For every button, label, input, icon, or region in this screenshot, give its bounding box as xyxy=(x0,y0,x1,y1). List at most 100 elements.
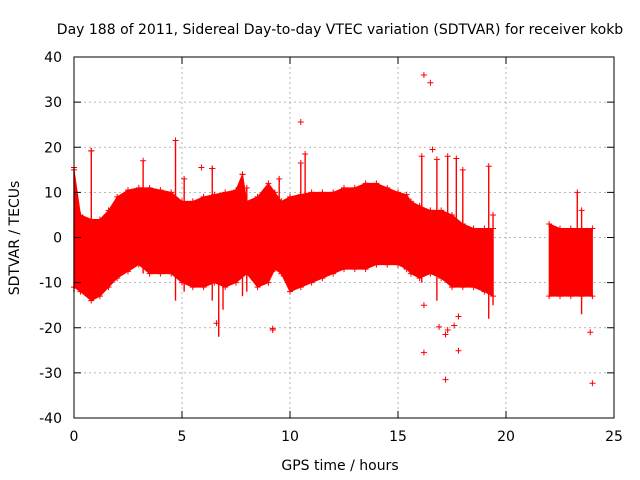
data-point xyxy=(269,327,276,334)
data-point xyxy=(395,189,401,196)
data-point xyxy=(438,275,445,282)
data-point xyxy=(287,288,293,295)
data-point xyxy=(436,323,443,330)
data-point xyxy=(287,193,293,200)
data-point xyxy=(297,160,304,167)
data-point xyxy=(451,322,458,329)
data-point xyxy=(308,279,315,286)
data-point xyxy=(384,261,391,268)
data-point xyxy=(222,189,229,196)
data-point xyxy=(125,268,131,275)
data-point xyxy=(401,193,408,200)
data-point xyxy=(254,193,261,200)
data-point xyxy=(146,184,153,191)
data-point xyxy=(308,189,315,196)
data-point xyxy=(198,164,205,171)
data-point xyxy=(330,189,337,196)
data-point xyxy=(114,275,121,282)
data-point xyxy=(395,261,401,268)
data-point xyxy=(485,163,492,170)
data-point xyxy=(189,284,196,291)
data-point xyxy=(438,207,445,214)
data-point xyxy=(420,302,427,309)
data-point xyxy=(589,225,596,232)
data-point xyxy=(135,184,142,191)
data-point xyxy=(265,180,272,187)
x-tick-label: 25 xyxy=(605,429,623,445)
data-point xyxy=(77,211,84,218)
data-point xyxy=(429,146,436,153)
data-point xyxy=(384,184,391,191)
chart-title: Day 188 of 2011, Sidereal Day-to-day VTE… xyxy=(57,22,623,38)
x-tick-label: 20 xyxy=(497,429,515,445)
y-tick-label: 40 xyxy=(44,50,62,66)
data-point xyxy=(330,270,337,277)
data-point xyxy=(271,189,278,196)
data-point xyxy=(114,193,121,200)
data-point xyxy=(189,198,196,205)
y-tick-label: -30 xyxy=(39,366,62,382)
data-point xyxy=(239,171,246,178)
data-point xyxy=(574,189,581,196)
data-point xyxy=(449,211,455,218)
data-layer xyxy=(71,72,596,387)
data-point xyxy=(442,331,449,338)
data-point xyxy=(567,225,574,232)
data-point xyxy=(265,279,272,286)
data-point xyxy=(557,293,563,300)
data-point xyxy=(172,137,179,144)
data-point xyxy=(209,165,216,172)
data-point xyxy=(254,284,261,291)
data-point xyxy=(276,175,283,182)
data-point xyxy=(578,207,585,214)
data-point xyxy=(213,320,220,327)
data-point xyxy=(433,156,440,163)
data-point xyxy=(181,175,188,182)
data-point xyxy=(373,180,380,187)
y-tick-label: -20 xyxy=(39,321,62,337)
data-point xyxy=(220,234,227,241)
data-point xyxy=(341,184,347,191)
data-point xyxy=(146,270,153,277)
data-point xyxy=(567,293,574,300)
y-axis-label: SDTVAR / TECUs xyxy=(7,181,23,296)
data-point xyxy=(319,189,326,196)
data-point xyxy=(459,166,466,173)
data-point xyxy=(351,184,358,191)
data-point xyxy=(459,284,466,291)
x-tick-label: 5 xyxy=(178,429,187,445)
y-tick-label: 30 xyxy=(44,95,62,111)
data-point xyxy=(470,284,477,291)
data-point xyxy=(427,207,434,214)
data-point xyxy=(546,293,553,300)
data-point xyxy=(168,189,175,196)
data-point xyxy=(278,270,285,277)
data-point xyxy=(420,72,427,79)
data-point xyxy=(157,187,164,194)
data-point xyxy=(589,293,596,300)
data-point xyxy=(233,187,239,194)
data-point xyxy=(157,270,164,277)
data-point xyxy=(455,347,462,354)
data-point xyxy=(88,297,95,304)
data-point xyxy=(449,284,455,291)
data-point xyxy=(271,266,278,273)
data-point xyxy=(362,266,369,273)
data-point xyxy=(302,151,309,158)
x-axis-label: GPS time / hours xyxy=(281,458,398,474)
data-point xyxy=(444,327,451,334)
x-tick-label: 10 xyxy=(281,429,299,445)
data-point xyxy=(546,220,553,227)
data-point xyxy=(373,261,380,268)
axis-ticks: 0 5 10 15 20 25 -40 -30 -20 -10 0 10 20 30 40 xyxy=(39,50,623,445)
data-point xyxy=(297,118,304,125)
y-tick-label: 0 xyxy=(53,231,62,247)
data-point xyxy=(200,284,207,291)
data-point xyxy=(362,180,369,187)
data-point xyxy=(420,349,427,356)
data-point xyxy=(427,79,434,86)
data-point xyxy=(453,155,460,162)
data-point xyxy=(490,211,497,218)
data-point xyxy=(168,270,175,277)
data-point xyxy=(233,279,239,286)
